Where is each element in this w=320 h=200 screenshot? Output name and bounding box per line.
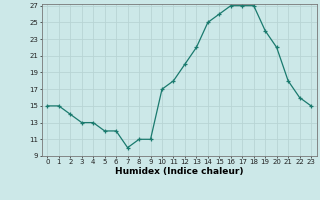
- X-axis label: Humidex (Indice chaleur): Humidex (Indice chaleur): [115, 167, 244, 176]
